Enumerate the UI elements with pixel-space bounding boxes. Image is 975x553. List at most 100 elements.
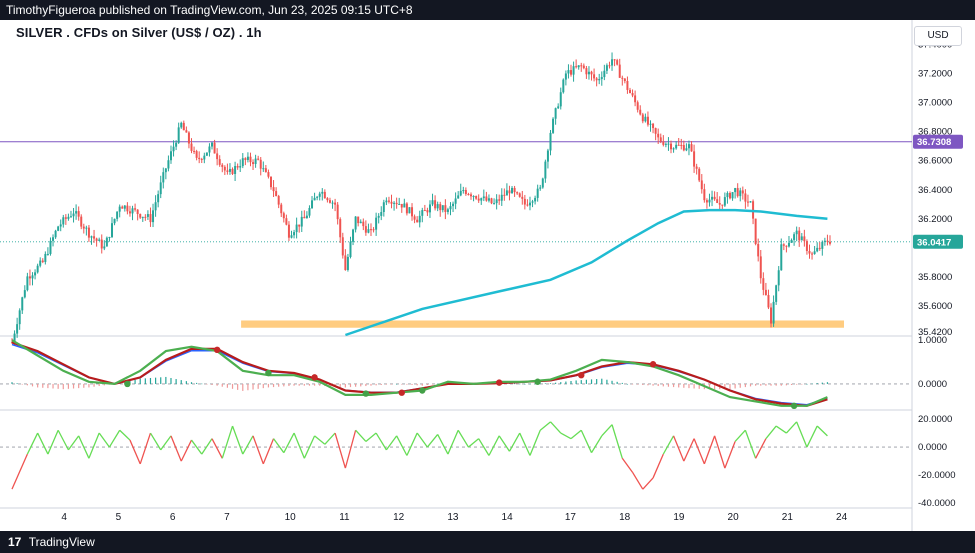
histogram-bar bbox=[637, 383, 639, 385]
candle-body bbox=[316, 196, 319, 198]
candle bbox=[744, 189, 747, 209]
tradingview-logo-icon[interactable]: 17 bbox=[8, 535, 22, 549]
candle-body bbox=[618, 64, 621, 78]
momentum-segment bbox=[88, 432, 100, 459]
candle bbox=[664, 142, 667, 148]
candle bbox=[254, 154, 257, 168]
histogram-bar bbox=[175, 379, 177, 384]
candle-body bbox=[757, 244, 760, 257]
candle-body bbox=[490, 198, 493, 204]
candle bbox=[534, 195, 537, 205]
candle bbox=[293, 229, 296, 239]
candle bbox=[731, 192, 734, 201]
histogram-bar bbox=[714, 383, 716, 390]
histogram-bar bbox=[42, 383, 44, 388]
candle-body bbox=[523, 198, 526, 205]
histogram-bar bbox=[826, 382, 829, 384]
candle-body bbox=[228, 168, 231, 172]
candle bbox=[618, 58, 621, 78]
candle-body bbox=[285, 218, 288, 225]
candle bbox=[734, 187, 737, 199]
candle-body bbox=[403, 203, 406, 208]
candle-body bbox=[431, 200, 434, 205]
candle bbox=[826, 234, 829, 246]
momentum-segment bbox=[734, 429, 746, 442]
candle bbox=[95, 237, 98, 247]
histogram-bar bbox=[319, 383, 321, 386]
histogram-bar bbox=[344, 383, 346, 388]
candle bbox=[159, 175, 162, 199]
currency-selector[interactable]: USD bbox=[914, 26, 962, 46]
candle bbox=[480, 197, 483, 205]
candle bbox=[518, 192, 521, 198]
candle-body bbox=[562, 79, 565, 93]
candle bbox=[105, 236, 108, 247]
candle-body bbox=[480, 198, 483, 201]
candle bbox=[100, 234, 103, 254]
candle bbox=[182, 120, 185, 131]
momentum-segment bbox=[416, 432, 428, 448]
candle bbox=[103, 240, 106, 251]
candle-body bbox=[444, 205, 447, 212]
candle-body bbox=[744, 193, 747, 202]
candle bbox=[816, 242, 819, 253]
candle-body bbox=[269, 176, 272, 188]
tradingview-brand[interactable]: TradingView bbox=[28, 535, 95, 549]
candle bbox=[526, 199, 529, 207]
momentum-segment bbox=[662, 435, 675, 455]
x-tick-label: 20 bbox=[728, 512, 740, 523]
x-tick-label: 11 bbox=[339, 512, 350, 523]
momentum-segment bbox=[447, 429, 459, 455]
candle bbox=[562, 78, 565, 94]
candle bbox=[362, 218, 365, 231]
candle bbox=[623, 77, 626, 84]
candle-body bbox=[559, 92, 562, 107]
candle-body bbox=[536, 188, 539, 198]
histogram-bar bbox=[760, 383, 762, 386]
candle bbox=[57, 225, 60, 232]
candle-body bbox=[587, 71, 590, 75]
x-tick-label: 19 bbox=[673, 512, 685, 523]
candle-body bbox=[521, 196, 524, 199]
candle bbox=[300, 210, 303, 233]
candle bbox=[595, 77, 598, 87]
candle bbox=[577, 65, 580, 70]
candle-body bbox=[75, 211, 78, 214]
candle-body bbox=[128, 211, 131, 214]
candle-body bbox=[200, 159, 203, 161]
candle bbox=[446, 207, 449, 215]
momentum-segment bbox=[529, 429, 541, 456]
histogram-bar bbox=[31, 383, 34, 387]
candle-body bbox=[657, 133, 660, 138]
candle-body bbox=[293, 232, 296, 236]
histogram-bar bbox=[596, 379, 598, 384]
histogram-bar bbox=[426, 383, 429, 385]
candle bbox=[75, 204, 78, 220]
candle-body bbox=[23, 290, 26, 298]
histogram-bar bbox=[308, 383, 311, 386]
candle bbox=[164, 167, 167, 180]
histogram-bar bbox=[642, 383, 644, 385]
candle bbox=[572, 61, 575, 82]
chart-canvas[interactable]: 4567101112131417181920212437.400037.2000… bbox=[0, 20, 975, 531]
candle bbox=[364, 220, 367, 236]
candle-body bbox=[267, 172, 270, 177]
candle bbox=[403, 198, 406, 208]
histogram-bar bbox=[406, 383, 408, 385]
momentum-segment bbox=[724, 441, 736, 469]
histogram-bar bbox=[57, 383, 59, 389]
candle-body bbox=[793, 234, 796, 240]
candle bbox=[644, 113, 647, 123]
momentum-segment bbox=[262, 438, 275, 465]
momentum-segment bbox=[211, 438, 223, 459]
candle bbox=[811, 251, 814, 260]
candle-body bbox=[723, 197, 726, 206]
candle bbox=[59, 219, 62, 232]
candle-body bbox=[52, 237, 55, 241]
candle-body bbox=[500, 194, 503, 201]
oscillator-cross-marker bbox=[578, 371, 585, 379]
candle bbox=[528, 196, 531, 211]
candle bbox=[344, 249, 347, 271]
momentum-tick-label: -40.0000 bbox=[918, 498, 956, 509]
price-tick-label: 36.4000 bbox=[918, 185, 952, 196]
